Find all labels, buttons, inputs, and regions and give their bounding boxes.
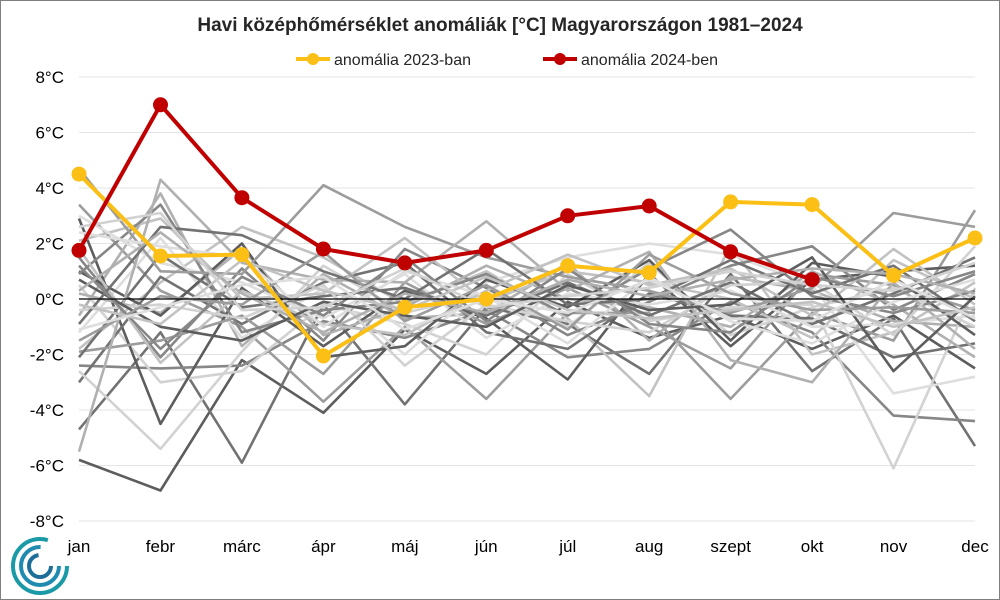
background-series-line bbox=[78, 300, 976, 492]
background-series-line bbox=[77, 178, 976, 452]
x-tick-label: szept bbox=[710, 537, 751, 556]
legend-marker-2024 bbox=[554, 53, 566, 65]
series-point bbox=[967, 230, 983, 246]
y-tick-label: 4°C bbox=[35, 179, 64, 198]
background-series-line bbox=[78, 250, 976, 342]
series-point bbox=[234, 247, 250, 263]
y-axis-ticks: -8°C -6°C -4°C -2°C 0°C 2°C 4°C 6°C 8°C bbox=[30, 68, 64, 531]
series-point bbox=[804, 197, 820, 213]
logo-ring-outer bbox=[11, 537, 69, 595]
background-series-line bbox=[78, 225, 976, 325]
background-series-line bbox=[78, 275, 976, 331]
legend: anomália 2023-ban anomália 2024-ben bbox=[296, 52, 718, 69]
background-series-line bbox=[78, 258, 976, 329]
series-point bbox=[641, 265, 657, 281]
logo-ring-middle bbox=[19, 545, 61, 587]
x-tick-label: okt bbox=[801, 537, 824, 556]
series-point bbox=[153, 97, 168, 113]
logo-ring-inner bbox=[27, 553, 53, 579]
background-series-line bbox=[78, 211, 976, 312]
series-point bbox=[315, 241, 331, 257]
highlight-series bbox=[71, 97, 983, 364]
series-point bbox=[560, 208, 576, 224]
series-point bbox=[723, 244, 739, 260]
series-point bbox=[641, 198, 657, 214]
x-tick-label: máj bbox=[391, 537, 418, 556]
legend-label-2023: anomália 2023-ban bbox=[334, 52, 471, 69]
series-point bbox=[804, 272, 820, 288]
y-tick-label: 0°C bbox=[35, 290, 64, 309]
y-tick-label: -4°C bbox=[30, 401, 64, 420]
x-tick-label: júl bbox=[558, 537, 576, 556]
series-point bbox=[234, 190, 250, 206]
background-series-line bbox=[78, 245, 976, 367]
x-tick-label: ápr bbox=[311, 537, 336, 556]
series-1 bbox=[71, 97, 820, 288]
y-tick-label: 6°C bbox=[35, 124, 64, 143]
series-line bbox=[77, 172, 976, 358]
legend-item-2023: anomália 2023-ban bbox=[296, 52, 471, 69]
background-series-lines bbox=[77, 167, 977, 492]
y-tick-label: 8°C bbox=[35, 68, 64, 87]
x-tick-label: jan bbox=[67, 537, 91, 556]
x-tick-label: márc bbox=[223, 537, 261, 556]
x-tick-label: jún bbox=[474, 537, 498, 556]
logo bbox=[11, 537, 69, 595]
y-tick-label: -2°C bbox=[30, 346, 64, 365]
series-point bbox=[478, 291, 494, 307]
series-point bbox=[71, 166, 87, 182]
series-point bbox=[397, 299, 413, 315]
series-point bbox=[397, 255, 413, 271]
series-line bbox=[77, 102, 813, 282]
background-series-line bbox=[78, 217, 976, 340]
background-series-line bbox=[78, 214, 976, 340]
series-point bbox=[478, 242, 494, 258]
x-axis-ticks: jan febr márc ápr máj jún júl aug szept okt nov dec bbox=[67, 537, 990, 556]
y-tick-label: 2°C bbox=[35, 235, 64, 254]
y-tick-label: -6°C bbox=[30, 457, 64, 476]
x-tick-label: nov bbox=[880, 537, 908, 556]
series-0 bbox=[71, 166, 983, 364]
x-tick-label: aug bbox=[635, 537, 663, 556]
legend-marker-2023 bbox=[307, 53, 319, 65]
series-point bbox=[886, 267, 901, 283]
background-series-line bbox=[78, 231, 976, 334]
y-tick-label: -8°C bbox=[30, 512, 64, 531]
series-point bbox=[153, 248, 168, 264]
series-point bbox=[560, 258, 576, 274]
series-point bbox=[315, 348, 331, 364]
series-point bbox=[71, 242, 87, 258]
legend-label-2024: anomália 2024-ben bbox=[581, 52, 718, 69]
x-tick-label: dec bbox=[961, 537, 989, 556]
chart-title: Havi középhőmérséklet anomáliák [°C] Mag… bbox=[197, 15, 803, 36]
legend-item-2024: anomália 2024-ben bbox=[543, 52, 718, 69]
series-point bbox=[723, 194, 739, 210]
x-tick-label: febr bbox=[146, 537, 176, 556]
